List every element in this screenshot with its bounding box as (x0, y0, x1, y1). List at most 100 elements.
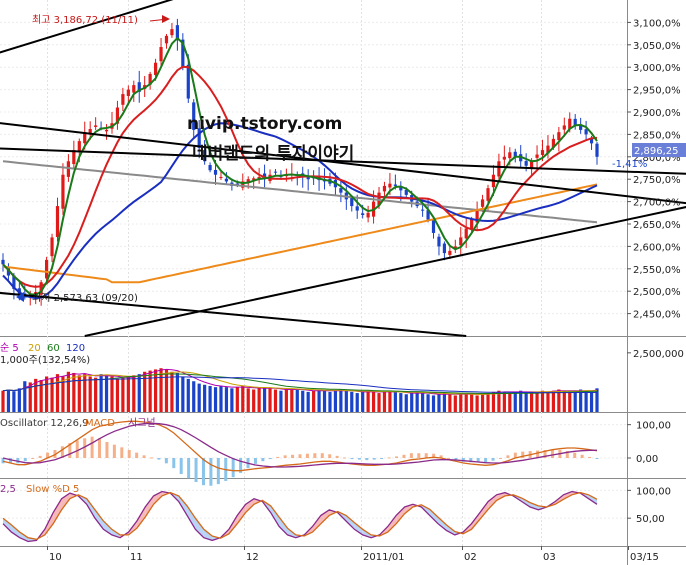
macd-oscillator-bar (172, 458, 176, 469)
stoch-k-line (2, 490, 598, 543)
macd-oscillator-bar (476, 458, 480, 463)
macd-oscillator-bar (513, 452, 517, 458)
volume-bar (480, 394, 485, 412)
volume-legend-ma20: 20 (28, 343, 41, 354)
stoch-fill (429, 509, 439, 524)
volume-bar (126, 376, 130, 412)
macd-oscillator-bar (484, 458, 488, 463)
volume-bar (491, 391, 496, 412)
stoch-fill (521, 498, 531, 508)
stoch-fill (203, 529, 213, 541)
candle-body (579, 125, 583, 130)
axes: 10 11 12 2011/01 02 03 03/15 3,100,0% 3,050,0% 3,… (47, 18, 684, 563)
x-tick-label: 10 (49, 552, 62, 563)
macd-oscillator-bar (536, 450, 540, 458)
macd-oscillator-bar (38, 455, 42, 458)
macd-oscillator-bar (253, 458, 257, 464)
volume-bar (137, 374, 141, 412)
volume-bar (459, 394, 463, 412)
candle-body (252, 178, 256, 180)
macd-oscillator-bar (439, 455, 443, 458)
volume-bar (301, 390, 305, 412)
volume-bar (55, 374, 60, 412)
stoch-fill (387, 515, 397, 533)
volume-bar (442, 393, 447, 412)
trendline-upper-channel-top (0, 0, 174, 54)
candle-body (540, 150, 545, 155)
macd-oscillator-bar (506, 455, 510, 458)
stoch-fill (588, 494, 597, 505)
x-tick-label: 03/15 (630, 552, 659, 563)
macd-oscillator-bar (357, 458, 361, 460)
candle-body (164, 35, 169, 44)
macd-oscillator-bar (83, 438, 87, 458)
stoch-fill (346, 515, 355, 530)
macd-oscillator-bar (8, 458, 12, 464)
candle-body (388, 183, 392, 188)
volume-bar (448, 394, 452, 412)
price-tick-label: 2,700,0% (633, 198, 681, 209)
volume-bar (28, 382, 32, 412)
macd-oscillator-bar (305, 453, 309, 458)
candle-body (404, 189, 408, 195)
candle-body (475, 210, 479, 223)
macd-oscillator-bar (580, 454, 584, 458)
macd-legend-oscillator: Oscillator 12,26,9 (0, 418, 89, 429)
volume-bar (170, 371, 174, 412)
ma-120-line (2, 183, 598, 284)
volume-bar (224, 387, 229, 412)
candle-body (126, 89, 130, 96)
candle-body (589, 137, 594, 144)
volume-bar (153, 369, 158, 412)
macd-oscillator-bar (68, 443, 72, 458)
candle-body (513, 151, 517, 157)
volume-bar (497, 390, 501, 412)
price-tick-label: 3,050,0% (633, 41, 681, 52)
macd-oscillator-bar (313, 453, 317, 458)
trendline-lower-channel-bottom (0, 291, 467, 337)
volume-bar (551, 390, 556, 412)
macd-oscillator-bar (157, 458, 161, 460)
candle-body (39, 282, 43, 295)
volume-bar (279, 390, 283, 412)
volume-bar (524, 391, 528, 412)
stoch-fill (237, 504, 246, 524)
macd-oscillator-bar (395, 456, 399, 458)
macd-oscillator-bar (135, 452, 139, 458)
stoch-fill (103, 520, 112, 535)
candle-body (72, 150, 76, 165)
macd-oscillator-bar (565, 451, 569, 458)
volume-bar (143, 371, 147, 412)
macd-oscillator-bar (521, 451, 525, 458)
volume-bar (83, 374, 87, 412)
volume-legend-ma5: 순 5 (0, 342, 19, 354)
stoch-fill (479, 501, 489, 520)
stoch-fill (396, 507, 405, 524)
candle-body (562, 125, 566, 130)
price-tick-label: 3,000,0% (633, 63, 681, 74)
volume-bar (437, 394, 441, 412)
volume-bar (339, 389, 343, 412)
macd-oscillator-bar (365, 458, 369, 461)
macd-oscillator-bar (1, 458, 5, 464)
volume-bar (333, 390, 338, 412)
macd-oscillator-bar (231, 458, 235, 478)
macd-oscillator-bar (31, 458, 35, 459)
price-tick-label: 2,500,0% (633, 287, 681, 298)
candle-body (132, 85, 136, 93)
volume-bar (431, 395, 436, 412)
trendline-support-line (84, 206, 686, 337)
volume-bar (382, 391, 387, 412)
candle-body (421, 209, 425, 211)
candle-body (181, 39, 185, 68)
volume-bar (508, 393, 512, 412)
macd-oscillator-bar (268, 458, 272, 460)
candle-body (104, 129, 109, 132)
price-tick-label: 2,750,0% (633, 175, 681, 186)
macd-oscillator-bar (432, 453, 436, 458)
macd-legend-signal: 시그널 (128, 417, 156, 429)
volume-bar (486, 393, 490, 412)
macd-oscillator-bar (454, 458, 458, 461)
macd-oscillator-bar (447, 458, 450, 459)
